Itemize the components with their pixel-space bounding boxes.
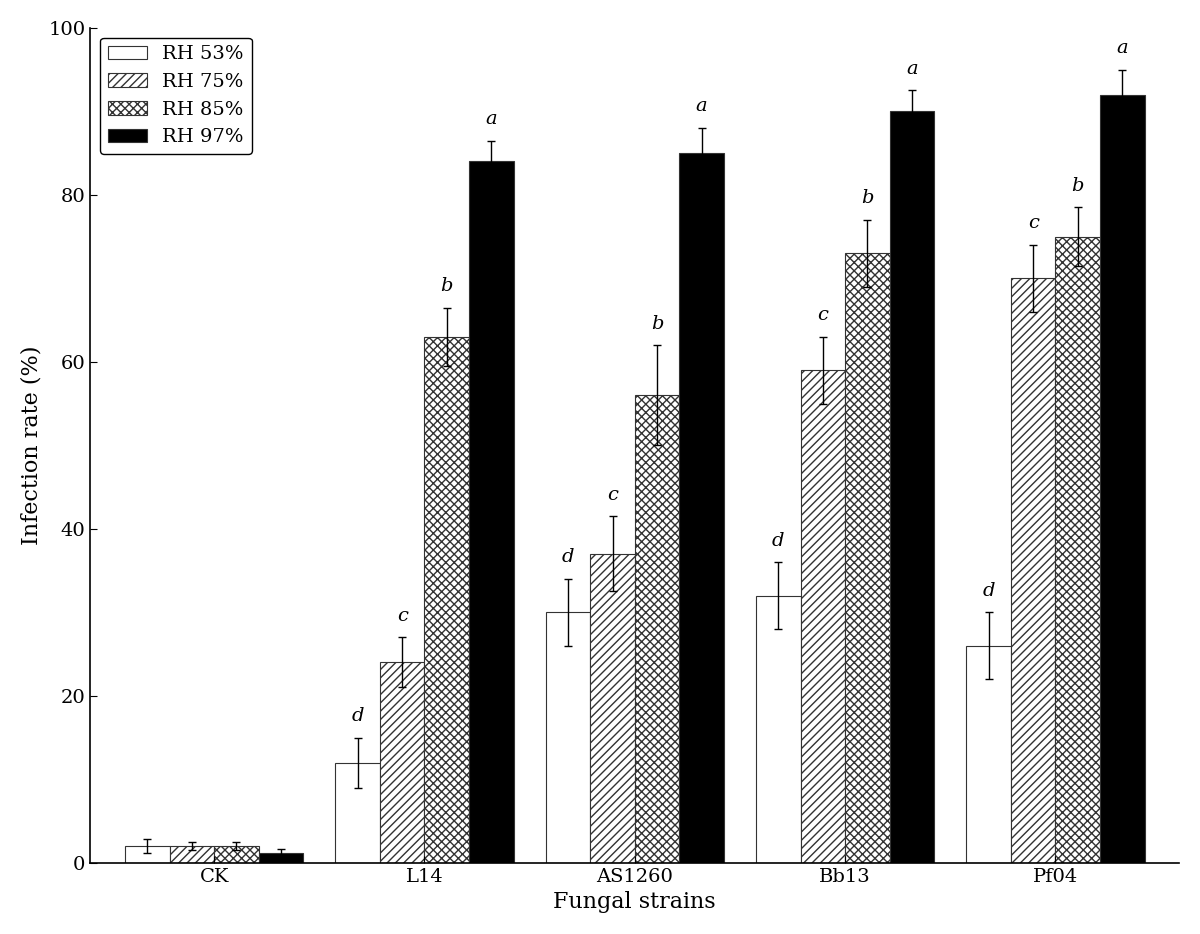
Text: d: d [352, 707, 364, 725]
Text: d: d [983, 582, 995, 600]
Bar [889, 111, 934, 863]
Text: c: c [607, 486, 618, 503]
Text: b: b [1072, 177, 1084, 195]
Bar [1010, 278, 1056, 863]
Bar [635, 395, 679, 863]
Bar [590, 554, 635, 863]
Bar [214, 846, 259, 863]
Text: a: a [486, 110, 497, 128]
Bar [845, 253, 889, 863]
Bar [169, 846, 214, 863]
Bar [125, 846, 169, 863]
Bar [259, 853, 304, 863]
Bar [380, 662, 425, 863]
Bar [335, 762, 380, 863]
Text: b: b [440, 277, 452, 295]
Y-axis label: Infection rate (%): Infection rate (%) [20, 346, 43, 545]
Text: b: b [650, 315, 664, 333]
X-axis label: Fungal strains: Fungal strains [553, 891, 716, 913]
Bar [546, 613, 590, 863]
Bar [966, 645, 1010, 863]
Bar [1100, 94, 1145, 863]
Text: d: d [772, 531, 785, 549]
Text: a: a [696, 97, 707, 116]
Bar [425, 337, 469, 863]
Bar [756, 596, 800, 863]
Bar [800, 370, 845, 863]
Bar [469, 162, 514, 863]
Text: d: d [562, 548, 575, 566]
Bar [679, 153, 724, 863]
Legend: RH 53%, RH 75%, RH 85%, RH 97%: RH 53%, RH 75%, RH 85%, RH 97% [100, 37, 252, 154]
Text: c: c [1027, 215, 1039, 233]
Text: c: c [397, 607, 408, 625]
Bar [1056, 236, 1100, 863]
Text: a: a [1116, 39, 1128, 57]
Text: c: c [817, 306, 828, 324]
Text: a: a [906, 60, 918, 78]
Text: b: b [862, 190, 874, 207]
